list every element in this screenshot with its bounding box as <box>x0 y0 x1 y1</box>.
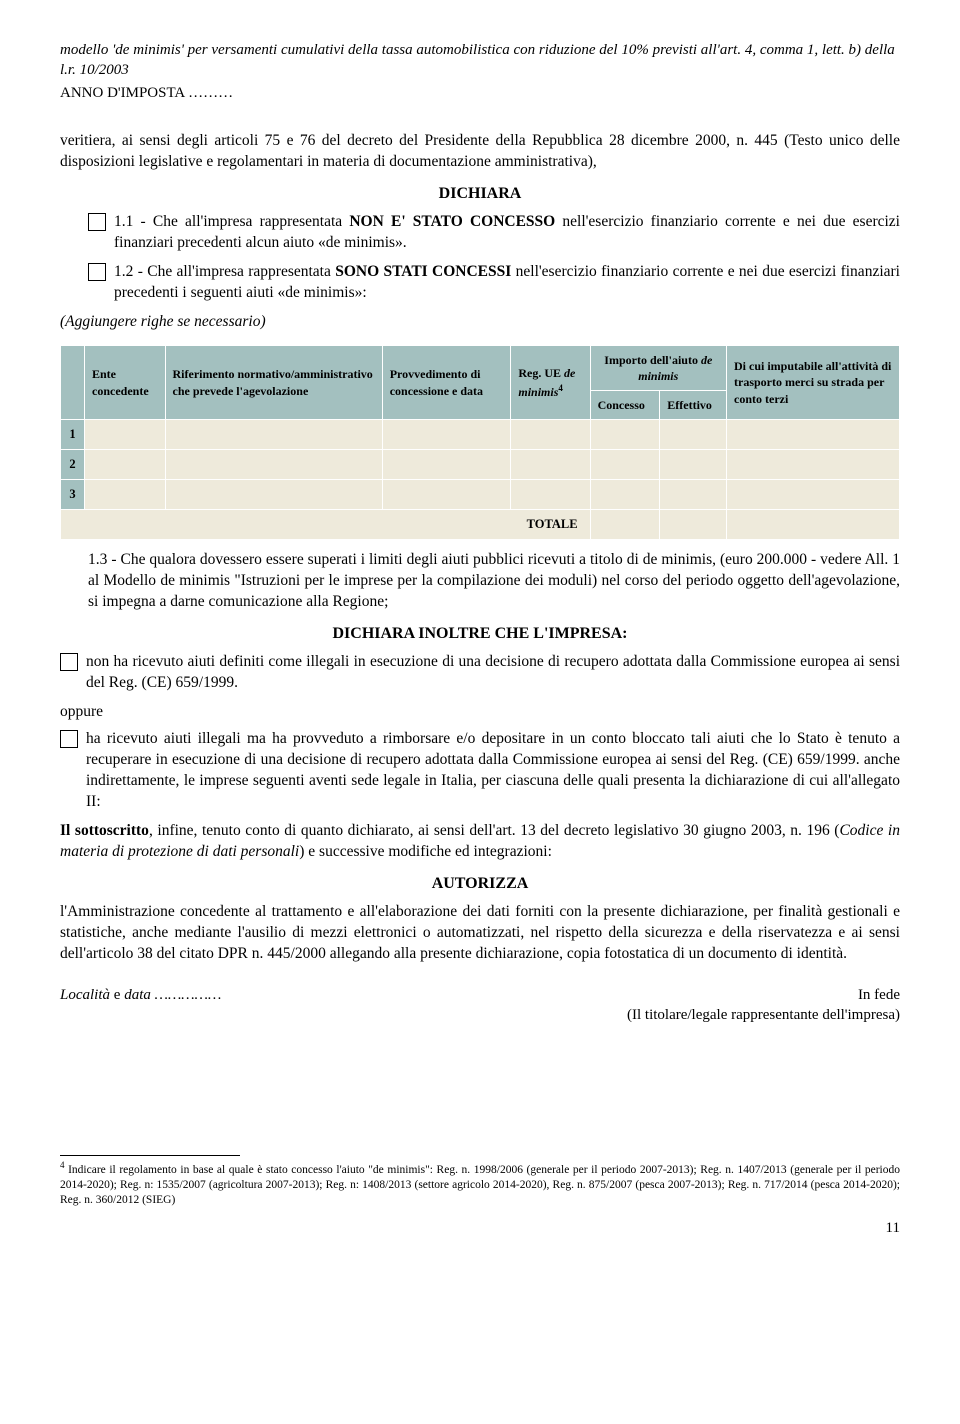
header-model-line: modello 'de minimis' per versamenti cumu… <box>60 40 900 81</box>
cell[interactable] <box>511 480 590 510</box>
cell[interactable] <box>382 450 511 480</box>
th-dicui: Di cui imputabile all'attività di traspo… <box>727 345 900 420</box>
cell[interactable] <box>660 420 727 450</box>
cell[interactable] <box>165 480 382 510</box>
intro-paragraph: veritiera, ai sensi degli articoli 75 e … <box>60 131 900 173</box>
aiuti-table: Ente concedente Riferimento normativo/am… <box>60 345 900 540</box>
cell[interactable] <box>727 420 900 450</box>
th-reg-ue: Reg. UE de minimis4 <box>511 345 590 420</box>
checkbox-1-1-text: 1.1 - Che all'impresa rappresentata NON … <box>114 212 900 254</box>
row-num-3: 3 <box>61 480 85 510</box>
cell[interactable] <box>165 450 382 480</box>
cell[interactable] <box>511 420 590 450</box>
page-number: 11 <box>60 1218 900 1238</box>
table-row: 1 <box>61 420 900 450</box>
cell[interactable] <box>382 420 511 450</box>
th-reg-ue-1: Reg. UE <box>518 366 564 380</box>
autorizza-para: l'Amministrazione concedente al trattame… <box>60 902 900 965</box>
dichiara-heading: DICHIARA <box>60 183 900 205</box>
header-anno-line: ANNO D'IMPOSTA ……… <box>60 83 900 103</box>
cell[interactable] <box>590 420 660 450</box>
checkbox-non-ricevuto-box[interactable] <box>60 653 78 671</box>
th-importo: Importo dell'aiuto de minimis <box>590 345 726 390</box>
checkbox-ricevuto-box[interactable] <box>60 730 78 748</box>
th-reg-ue-sup: 4 <box>558 383 563 393</box>
note-aggiungere: (Aggiungere righe se necessario) <box>60 312 900 333</box>
row-num-2: 2 <box>61 450 85 480</box>
totale-concesso <box>590 509 660 539</box>
item-1-3-text: 1.3 - Che qualora dovessero essere super… <box>88 550 900 613</box>
totale-dicui <box>727 509 900 539</box>
footnote-separator <box>60 1155 240 1156</box>
item-1-2-prefix: 1.2 - Che all'impresa rappresentata <box>114 263 335 280</box>
cell[interactable] <box>85 420 166 450</box>
cell[interactable] <box>85 450 166 480</box>
cell[interactable] <box>590 480 660 510</box>
checkbox-ricevuto-text: ha ricevuto aiuti illegali ma ha provved… <box>86 729 900 813</box>
table-row: 2 <box>61 450 900 480</box>
table-row: 3 <box>61 480 900 510</box>
autorizza-heading: AUTORIZZA <box>60 873 900 895</box>
row-num-1: 1 <box>61 420 85 450</box>
checkbox-non-ricevuto: non ha ricevuto aiuti definiti come ille… <box>60 652 900 694</box>
checkbox-1-1[interactable] <box>88 213 106 231</box>
sottoscritto-para: Il sottoscritto, infine, tenuto conto di… <box>60 821 900 863</box>
localita-prefix: Località <box>60 987 114 1003</box>
item-1-1-bold: NON E' STATO CONCESSO <box>349 213 555 230</box>
signature-right: In fede (Il titolare/legale rappresentan… <box>627 985 900 1026</box>
checkbox-item-1-2: 1.2 - Che all'impresa rappresentata SONO… <box>88 262 900 304</box>
th-blank <box>61 345 85 420</box>
th-ente: Ente concedente <box>85 345 166 420</box>
sottoscritto-3: ) e successive modifiche ed integrazioni… <box>299 843 552 860</box>
cell[interactable] <box>590 450 660 480</box>
checkbox-ricevuto: ha ricevuto aiuti illegali ma ha provved… <box>60 729 900 813</box>
footnote-text: Indicare il regolamento in base al quale… <box>60 1164 900 1206</box>
checkbox-non-ricevuto-text: non ha ricevuto aiuti definiti come ille… <box>86 652 900 694</box>
checkbox-1-2[interactable] <box>88 263 106 281</box>
localita-suffix: data …………… <box>120 987 221 1003</box>
in-fede: In fede <box>627 985 900 1005</box>
cell[interactable] <box>85 480 166 510</box>
cell[interactable] <box>660 480 727 510</box>
cell[interactable] <box>382 480 511 510</box>
totale-effettivo <box>660 509 727 539</box>
item-1-1-prefix: 1.1 - Che all'impresa rappresentata <box>114 213 349 230</box>
cell[interactable] <box>165 420 382 450</box>
th-importo-1: Importo dell'aiuto <box>604 353 701 367</box>
titolare: (Il titolare/legale rappresentante dell'… <box>627 1005 900 1025</box>
sottoscritto-bold: Il sottoscritto <box>60 822 149 839</box>
oppure: oppure <box>60 702 900 723</box>
cell[interactable] <box>660 450 727 480</box>
cell[interactable] <box>727 450 900 480</box>
checkbox-item-1-1: 1.1 - Che all'impresa rappresentata NON … <box>88 212 900 254</box>
checkbox-1-2-text: 1.2 - Che all'impresa rappresentata SONO… <box>114 262 900 304</box>
table-row-totale: TOTALE <box>61 509 900 539</box>
th-provvedimento: Provvedimento di concessione e data <box>382 345 511 420</box>
th-concesso: Concesso <box>590 391 660 420</box>
cell[interactable] <box>727 480 900 510</box>
dichiara-inoltre-heading: DICHIARA INOLTRE CHE L'IMPRESA: <box>60 623 900 645</box>
footnote: 4 Indicare il regolamento in base al qua… <box>60 1160 900 1208</box>
localita-data: Località e data …………… <box>60 985 221 1026</box>
intro-text-1: veritiera, ai sensi degli articoli 75 e … <box>60 132 900 170</box>
th-riferimento: Riferimento normativo/amministrativo che… <box>165 345 382 420</box>
item-1-2-bold: SONO STATI CONCESSI <box>335 263 511 280</box>
th-effettivo: Effettivo <box>660 391 727 420</box>
sottoscritto-2: , infine, tenuto conto di quanto dichiar… <box>149 822 840 839</box>
cell[interactable] <box>511 450 590 480</box>
signature-row: Località e data …………… In fede (Il titola… <box>60 985 900 1026</box>
totale-label: TOTALE <box>61 509 591 539</box>
